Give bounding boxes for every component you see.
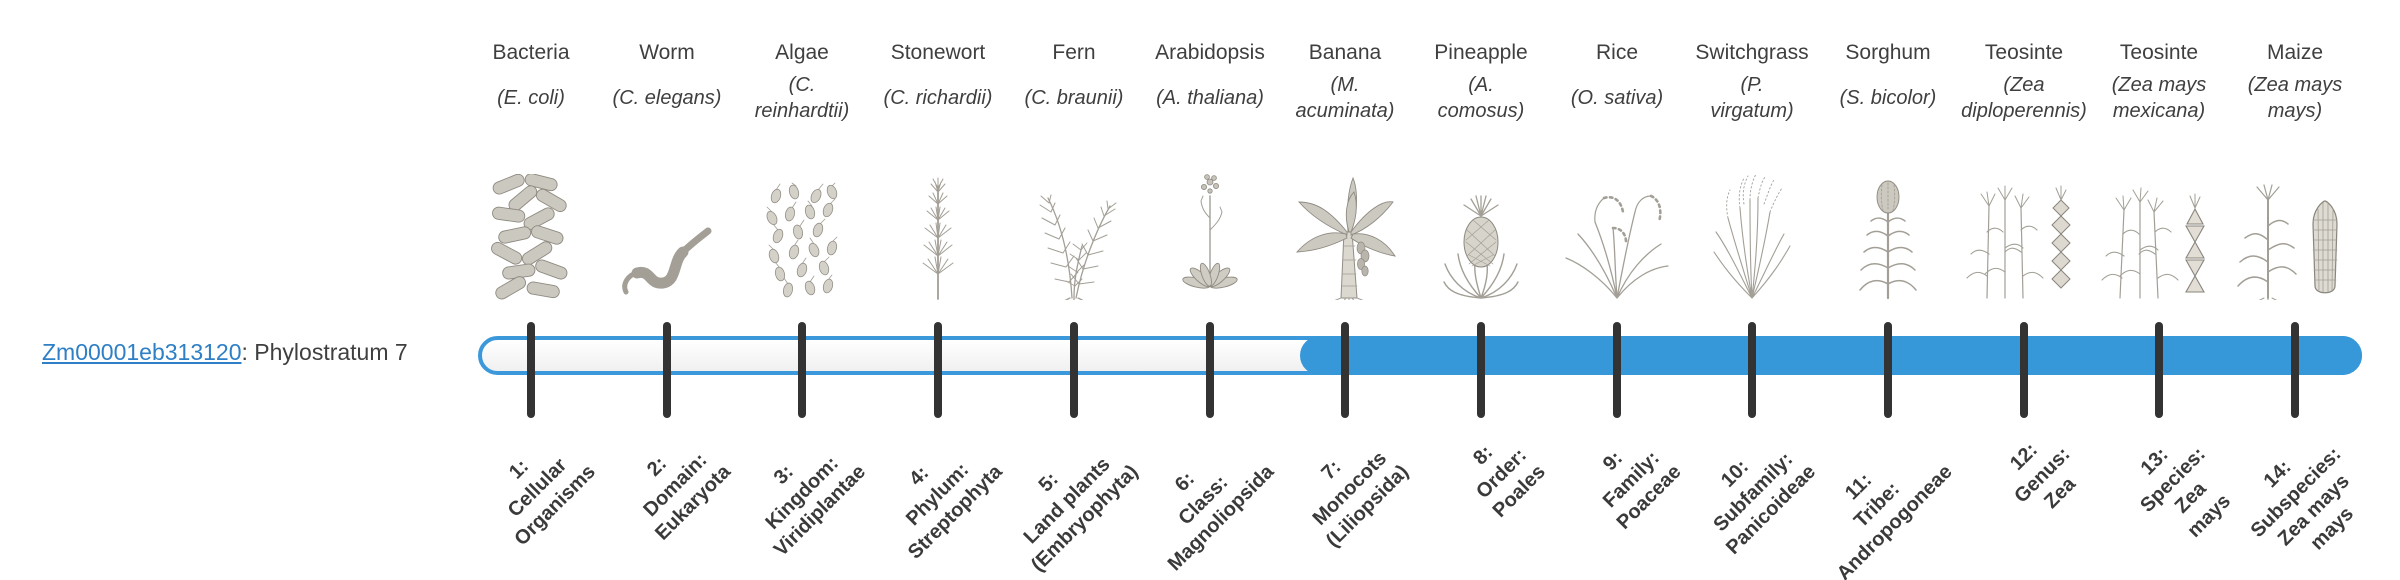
timeline-tick-10 [1748,322,1756,418]
organism-name: Algae [775,41,829,64]
banana-illustration [1275,166,1415,300]
maize-illustration [2225,166,2365,300]
organism-name: Switchgrass [1695,41,1809,64]
sorghum-illustration [1818,166,1958,300]
worm-illustration [597,166,737,300]
organism-name: Teosinte [2119,41,2199,64]
gene-label: Zm00001eb313120: Phylostratum 7 [42,339,408,366]
organism-name: Banana [1308,41,1382,64]
scientific-name: (C. reinhardtii) [754,74,850,122]
timeline-tick-9 [1613,322,1621,418]
arabidopsis-illustration [1140,166,1280,300]
scientific-name: (A. comosus) [1437,74,1525,122]
organism-name: Worm [639,41,695,64]
scientific-name: (C. elegans) [612,87,722,109]
scientific-name: (C. braunii) [1024,87,1124,109]
scientific-name: (S. bicolor) [1839,87,1937,109]
rice-illustration [1547,166,1687,300]
organism-name: Stonewort [890,41,986,64]
scientific-name: (M. acuminata) [1295,74,1395,122]
pineapple-illustration [1411,166,1551,300]
timeline-tick-2 [663,322,671,418]
scientific-name: (Zea mays mays) [2247,74,2343,122]
scientific-name: (Zea mays mexicana) [2111,74,2207,122]
timeline-tick-14 [2291,322,2299,418]
organism-name: Arabidopsis [1155,41,1265,64]
timeline-tick-11 [1884,322,1892,418]
organism-name: Sorghum [1845,41,1931,64]
timeline-tick-8 [1477,322,1485,418]
organism-name: Maize [2266,41,2324,64]
gene-id-link[interactable]: Zm00001eb313120 [42,339,242,365]
timeline-tick-6 [1206,322,1214,418]
timeline-tick-12 [2020,322,2028,418]
timeline-tick-5 [1070,322,1078,418]
organism-name: Teosinte [1984,41,2064,64]
bacteria-illustration [461,166,601,300]
organism-name: Pineapple [1434,41,1528,64]
gene-phylostratum-text: : Phylostratum 7 [241,339,408,365]
timeline-tick-13 [2155,322,2163,418]
scientific-name: (E. coli) [497,87,565,109]
scientific-name: (A. thaliana) [1156,87,1264,109]
phylostrata-bar-fill [1300,336,2362,375]
organism-name: Fern [1052,41,1096,64]
fern-illustration [1004,166,1144,300]
scientific-name: (Zea diploperennis) [1961,74,2087,122]
timeline-tick-3 [798,322,806,418]
timeline-tick-1 [527,322,535,418]
scientific-name: (O. sativa) [1570,87,1664,109]
scientific-name: (P. virgatum) [1710,74,1794,122]
timeline-tick-7 [1341,322,1349,418]
scientific-name: (C. richardii) [883,87,993,109]
switchgrass-illustration [1682,166,1822,300]
stonewort-illustration [868,166,1008,300]
algae-illustration [732,166,872,300]
timeline-tick-4 [934,322,942,418]
organism-name: Rice [1595,41,1638,64]
teosinte-mexicana-illustration [2089,166,2229,300]
organism-name: Bacteria [492,41,570,64]
teosinte-diploperennis-illustration [1954,166,2094,300]
